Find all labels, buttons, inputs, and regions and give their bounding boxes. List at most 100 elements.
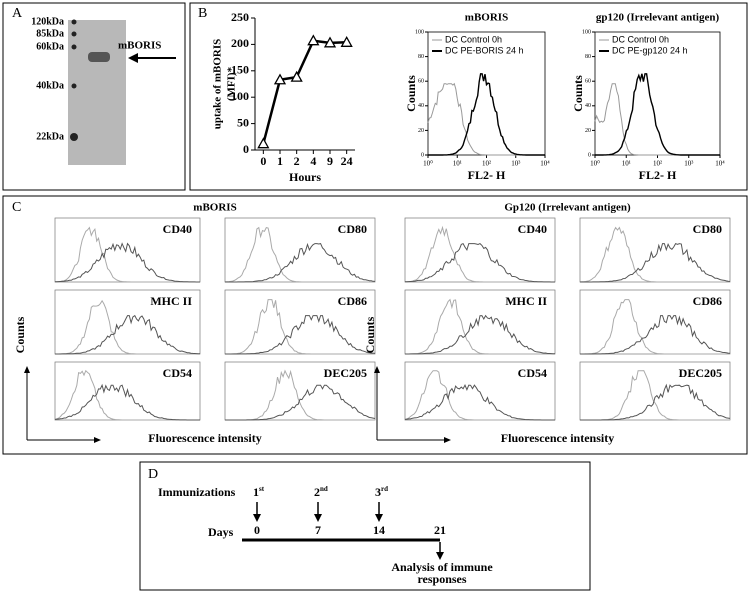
x-axis-label: FL2- H (468, 168, 506, 182)
marker (273, 73, 287, 85)
marker-label: CD80 (693, 222, 722, 236)
mini-plot-frame (579, 361, 731, 421)
panel-label: A (12, 6, 23, 21)
marker-label: DEC205 (324, 366, 367, 380)
immunization-number: 1st (253, 485, 265, 499)
treated-curve (55, 314, 201, 355)
mini-plot-frame (579, 289, 731, 355)
marker-label: 60kDa (36, 41, 64, 52)
y-tick-label: 40 (418, 103, 424, 109)
plot-title: mBORIS (465, 12, 508, 24)
control-curve (427, 82, 545, 156)
band-label: mBORIS (118, 40, 161, 52)
ordinal-suffix: nd (320, 485, 328, 493)
x-tick-label: 10² (482, 160, 491, 168)
x-tick-label: 10³ (511, 160, 520, 168)
legend-label: DC PE-gp120 24 h (612, 45, 688, 55)
x-tick-label: 0 (260, 154, 266, 168)
y-axis-label: uptake of mBORIS (212, 39, 224, 129)
marker-label: MHC II (505, 294, 547, 308)
control-curve (404, 225, 555, 283)
immunizations-label: Immunizations (158, 485, 236, 499)
group-title: Gp120 (Irrelevant antigen) (504, 202, 631, 214)
marker (290, 70, 303, 82)
marker-label: CD54 (518, 366, 547, 380)
marker-label: MHC II (150, 294, 192, 308)
x-tick-label: 10⁰ (590, 160, 600, 168)
y-axis-label: Counts (363, 316, 377, 353)
panel-label: C (12, 200, 21, 215)
marker-label: 85kDa (36, 28, 64, 39)
y-tick-label: 0 (421, 152, 424, 158)
immunization-number: 2nd (314, 485, 328, 499)
panel-label: B (198, 6, 207, 21)
arrow-head (444, 437, 451, 443)
marker (257, 137, 270, 149)
day-label: 0 (254, 523, 260, 537)
x-tick-label: 10⁴ (540, 160, 550, 168)
gel-band (88, 52, 110, 62)
legend-label: DC Control 0h (612, 34, 669, 44)
legend-label: DC Control 0h (445, 34, 502, 44)
panel-c-frame (2, 195, 748, 455)
y-tick-label: 250 (231, 10, 249, 24)
ladder-dot (71, 31, 77, 37)
control-curve (224, 226, 375, 283)
y-tick-label: 20 (418, 128, 424, 134)
arrow-head (436, 552, 444, 560)
control-curve (594, 83, 720, 156)
arrow-head (94, 437, 101, 443)
panel-b-frame (189, 2, 748, 191)
treated-curve (225, 242, 376, 283)
marker (323, 36, 337, 48)
y-tick-label: 0 (588, 152, 591, 158)
ladder-dot (71, 19, 77, 25)
mini-plot-frame (224, 361, 376, 421)
marker-label: CD80 (338, 222, 367, 236)
y-axis-label: (MFI)* (226, 66, 238, 101)
ordinal: 3 (375, 485, 381, 499)
legend-label: DC PE-BORIS 24 h (445, 45, 524, 55)
y-axis-label: Counts (13, 316, 27, 353)
control-curve (405, 298, 555, 355)
treated-curve (225, 384, 376, 421)
y-tick-label: 150 (231, 63, 249, 77)
marker-label: 22kDa (36, 131, 64, 142)
x-tick-label: 10¹ (453, 160, 462, 168)
arrow-head (375, 514, 383, 522)
x-tick-label: 2 (294, 154, 300, 168)
panel-a-frame (2, 2, 186, 191)
mini-plot-frame (224, 289, 376, 355)
mini-plot-frame (54, 289, 201, 355)
plot-title: gp120 (Irrelevant antigen) (596, 12, 720, 24)
arrow-head (253, 514, 261, 522)
arrow-head (314, 514, 322, 522)
line (262, 39, 347, 144)
y-tick-label: 100 (231, 89, 249, 103)
day-label: 14 (373, 523, 385, 537)
x-axis-label: FL2- H (639, 168, 677, 182)
arrow-head (128, 53, 138, 63)
ordinal-suffix: st (259, 485, 265, 493)
immunization-number: 3rd (375, 485, 388, 499)
marker (340, 35, 353, 47)
x-tick-label: 10² (653, 160, 662, 168)
x-axis-label: Fluorescence intensity (148, 431, 261, 445)
panel-d-frame (139, 461, 591, 591)
marker-label: CD54 (163, 366, 192, 380)
y-tick-label: 60 (585, 79, 591, 85)
marker (307, 34, 320, 46)
ladder-dot (71, 44, 77, 50)
treated-curve (580, 242, 731, 283)
y-tick-label: 200 (231, 36, 249, 50)
treated-curve (405, 314, 556, 355)
treated-curve (405, 242, 555, 283)
marker-label: CD40 (518, 222, 547, 236)
x-tick-label: 24 (341, 154, 353, 168)
y-tick-label: 80 (418, 54, 424, 60)
arrow-head (374, 366, 380, 373)
gel (68, 20, 126, 165)
ladder-dot (71, 83, 77, 89)
